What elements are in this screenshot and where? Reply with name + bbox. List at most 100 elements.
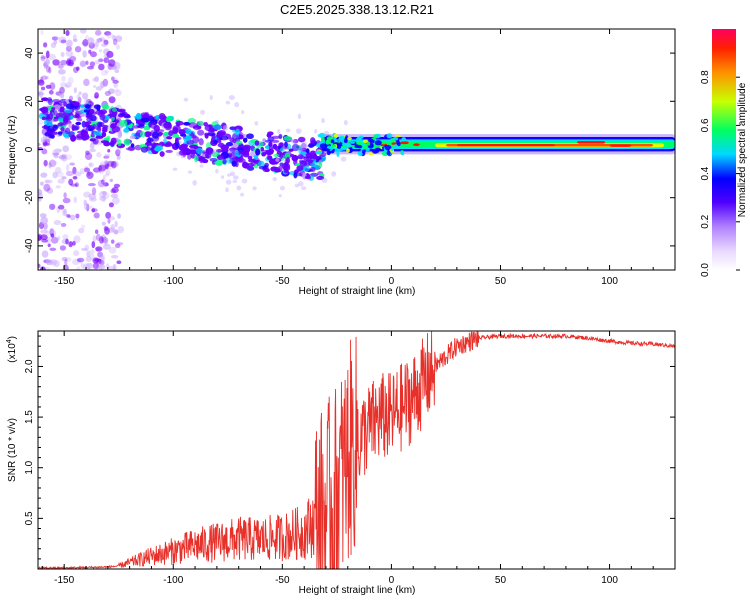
heatmap-cell (394, 134, 402, 138)
heatmap-cell (106, 32, 114, 39)
heatmap-cell (83, 202, 89, 211)
heatmap-cell (213, 139, 219, 145)
heatmap-cell (272, 176, 277, 182)
heatmap-cell (80, 263, 86, 269)
heatmap-cell (100, 80, 105, 88)
heatmap-cell (138, 123, 145, 129)
heatmap-cell (366, 141, 371, 146)
heatmap-cell (79, 113, 87, 117)
heatmap-cell (241, 110, 245, 115)
heatmap-cell (70, 51, 74, 59)
heatmap-cell (343, 138, 348, 144)
heatmap-cell (40, 30, 44, 35)
heatmap-cell (48, 53, 56, 61)
heatmap-cell (180, 154, 185, 159)
heatmap-cell (135, 112, 142, 121)
heatmap-cell (76, 266, 81, 270)
heatmap-cell (82, 39, 89, 47)
heatmap-cell (98, 37, 106, 42)
heatmap-cell (209, 94, 213, 101)
heatmap-cell (100, 255, 105, 264)
heatmap-cell (83, 78, 90, 87)
heatmap-cell (228, 154, 237, 160)
heatmap-cell (172, 133, 180, 138)
heatmap-cell (187, 117, 197, 124)
heatmap-cell (65, 30, 70, 36)
heatmap-cell (114, 89, 122, 97)
heatmap-cell (93, 130, 102, 136)
snr-panel: -150 -100 -50 0 50 100 0.5 1.0 1.5 2.0 Height of … (6, 330, 676, 596)
spectrogram-xtick-label: -150 (54, 276, 74, 287)
heatmap-cell (232, 175, 239, 180)
heatmap-cell (86, 203, 90, 212)
heatmap-cell (114, 35, 123, 43)
heatmap-cell (40, 86, 46, 91)
heatmap-cell (266, 154, 271, 161)
heatmap-cell (386, 150, 391, 156)
heatmap-cell (85, 150, 90, 155)
heatmap-cell (40, 54, 46, 62)
heatmap-cell (326, 150, 331, 156)
heatmap-cell (354, 144, 360, 149)
colorbar-tick-label: 0.0 (700, 263, 711, 277)
heatmap-cell (85, 104, 91, 109)
heatmap-cell (110, 161, 117, 169)
heatmap-cell (197, 129, 205, 136)
heatmap-cell (229, 171, 236, 177)
heatmap-cell (235, 128, 240, 136)
heatmap-cell (159, 151, 165, 157)
heatmap-cell (168, 130, 174, 137)
heatmap-cell (60, 82, 67, 88)
heatmap-cell (172, 125, 181, 132)
heatmap-cell (400, 151, 405, 156)
heatmap-cell (221, 136, 227, 142)
heatmap-cell (198, 138, 204, 146)
heatmap-cell (100, 180, 107, 188)
heatmap-cell (299, 160, 308, 167)
heatmap-cell (76, 94, 81, 100)
heatmap-cell (53, 154, 59, 159)
spectrogram-panel: -150 -100 -50 0 50 100 -40 -20 0 20 40 Height of s… (7, 28, 676, 297)
heatmap-cell (54, 166, 62, 174)
snr-ticks: -150 -100 -50 0 50 100 0.5 1.0 1.5 2.0 (24, 331, 676, 586)
heatmap-cell (151, 142, 157, 147)
heatmap-cell (117, 139, 122, 147)
heatmap-cell (95, 246, 103, 252)
heatmap-cell (278, 133, 283, 140)
heatmap-cell (62, 234, 69, 240)
heatmap-cell (116, 242, 124, 246)
heatmap-cell (61, 75, 66, 82)
heatmap-cell (84, 152, 93, 160)
heatmap-cell (397, 141, 401, 147)
heatmap-cell (110, 188, 117, 194)
heatmap-cell (341, 147, 347, 151)
heatmap-cell (83, 191, 91, 198)
heatmap-cell (74, 171, 82, 177)
heatmap-cell (41, 250, 49, 258)
heatmap-cell (73, 87, 77, 94)
heatmap-cell (99, 236, 104, 244)
heatmap-cell (185, 128, 192, 135)
heatmap-cell (97, 179, 105, 188)
heatmap-cell (202, 150, 207, 155)
heatmap-cell (109, 140, 115, 147)
heatmap-cell (86, 250, 91, 258)
heatmap-cell (172, 167, 178, 171)
heatmap-cell (88, 148, 92, 154)
heatmap-cell (185, 135, 192, 141)
heatmap-cell (94, 76, 99, 82)
heatmap-cell (81, 247, 88, 251)
heatmap-cell (338, 137, 342, 142)
heatmap-cell (41, 116, 46, 121)
heatmap-cell (199, 164, 204, 168)
heatmap-cell (61, 208, 65, 217)
heatmap-cell (316, 175, 325, 181)
heatmap-cell (61, 256, 68, 262)
spectrogram-xlabel: Height of straight line (km) (299, 286, 416, 297)
heatmap-cell (130, 143, 135, 148)
heatmap-cell (80, 61, 86, 68)
heatmap-cell (55, 171, 64, 178)
heatmap-cell (215, 120, 219, 124)
snr-xtick-label: 50 (495, 575, 507, 586)
heatmap-cell (79, 260, 83, 264)
